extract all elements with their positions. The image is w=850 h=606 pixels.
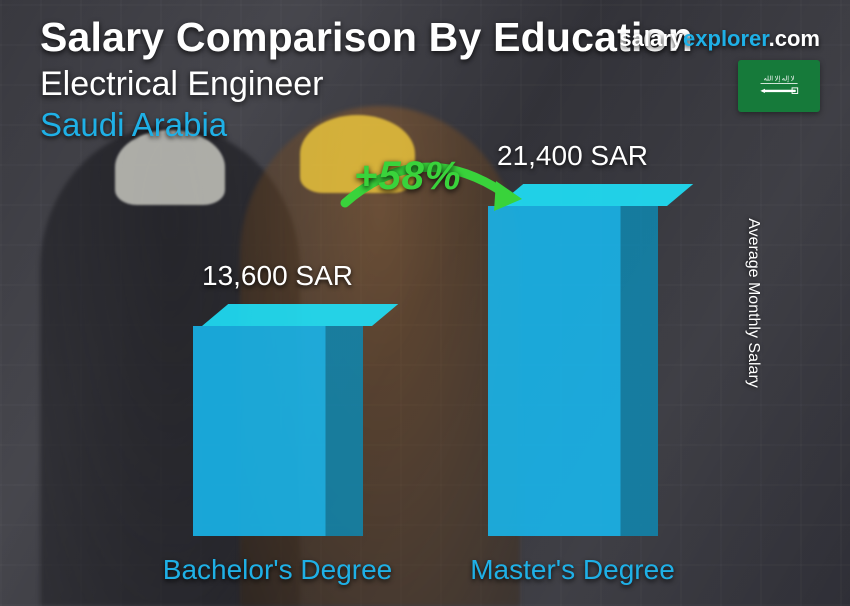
brand-logo: salaryexplorer.com (619, 26, 820, 52)
delta-badge: +58% (354, 154, 461, 199)
bar-chart: 13,600 SARBachelor's Degree21,400 SARMas… (130, 190, 720, 586)
bar-value: 21,400 SAR (497, 140, 648, 172)
job-subtitle: Electrical Engineer (40, 65, 820, 104)
y-axis-label: Average Monthly Salary (744, 218, 762, 388)
brand-part: salary (619, 26, 683, 51)
brand-part: .com (769, 26, 820, 51)
bar-label: Master's Degree (470, 554, 675, 586)
infographic-canvas: Salary Comparison By Education Electrica… (0, 0, 850, 606)
svg-text:لا إله إلا الله: لا إله إلا الله (764, 74, 795, 82)
country-subtitle: Saudi Arabia (40, 106, 820, 144)
country-flag: ـــــــــــــــ لا إله إلا الله (738, 60, 820, 112)
flag-emblem-icon: ـــــــــــــــ لا إله إلا الله (751, 71, 807, 101)
brand-part: explorer (683, 26, 769, 51)
bar-shape (488, 184, 658, 536)
bar: 13,600 SARBachelor's Degree (168, 260, 388, 586)
bar: 21,400 SAR Master's Degree (463, 140, 683, 586)
bar-value: 13,600 SAR (202, 260, 353, 292)
bar-shape (193, 304, 363, 536)
bar-label: Bachelor's Degree (163, 554, 392, 586)
